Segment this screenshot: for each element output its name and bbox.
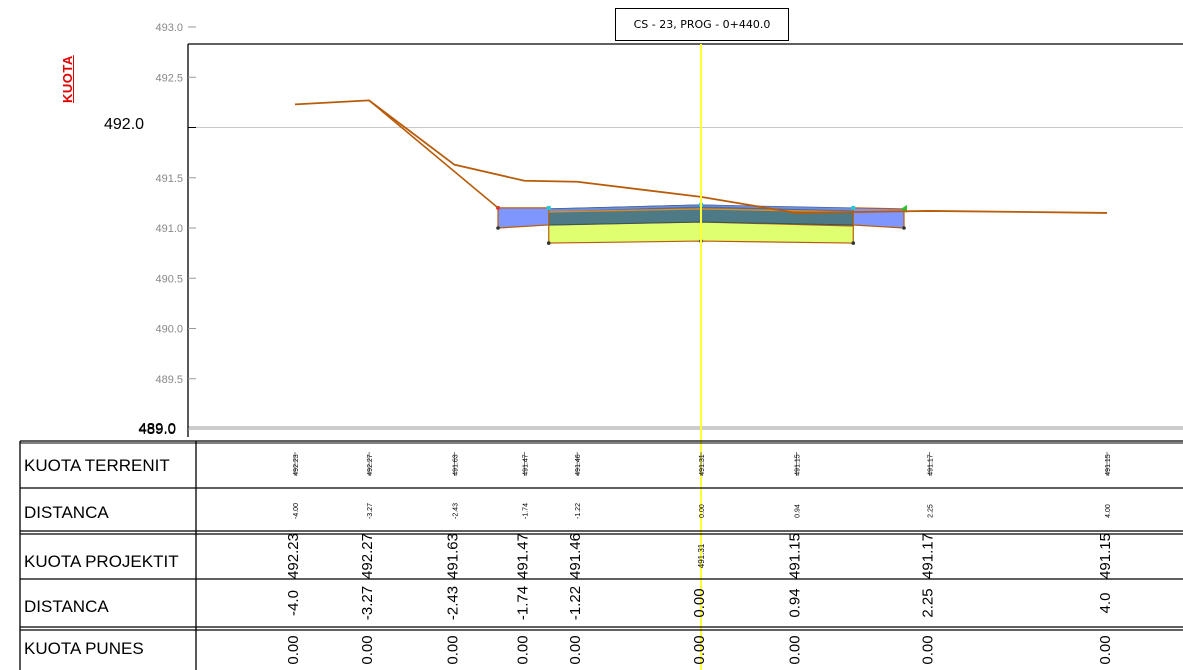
- terrain-line: [294, 99, 1108, 214]
- distanca-2-value: -4.0: [285, 590, 302, 616]
- vertex-dot: [851, 241, 856, 245]
- vertex-dot: [496, 226, 500, 230]
- y-tick-label: 490.5: [155, 273, 183, 285]
- distanca-1-value: 2.25: [927, 504, 934, 518]
- distanca-1-value: -2.43: [452, 503, 459, 519]
- section-title: CS - 23, PROG - 0+440.0: [615, 8, 789, 41]
- distanca-1-value: -4.00: [293, 503, 300, 519]
- row-label-kuota-projektit: KUOTA PROJEKTIT: [24, 552, 179, 571]
- vertex-dot: [902, 226, 906, 230]
- y-tick-label: 491.5: [155, 173, 183, 185]
- distanca-2-value: 0.00: [691, 588, 708, 617]
- kuota-punes-value: 0.00: [444, 635, 461, 664]
- kuota-terrenit-value: 491.31: [699, 454, 706, 476]
- kuota-projektit-value: 491.17: [919, 533, 936, 579]
- kuota-punes-value: 0.00: [786, 635, 803, 664]
- left-shoulder: [497, 207, 550, 229]
- cut-slope-line: [368, 99, 499, 209]
- kuota-punes-value: 0.00: [691, 635, 708, 664]
- distanca-1-value: -1.22: [575, 503, 582, 519]
- kuota-terrenit-value: 491.47: [522, 454, 529, 476]
- data-table-grid: [19, 440, 1183, 670]
- kuota-terrenit-value: 491.63: [452, 454, 459, 476]
- y-tick-label: 491.0: [155, 223, 183, 235]
- kuota-terrenit-value: 491.15: [1105, 454, 1112, 476]
- y-axis-ticks: 493.0 492.5 491.5 491.0 490.5 490.0 489.5 489.0…: [138, 22, 196, 438]
- row-label-kuota-terrenit: KUOTA TERRENIT: [24, 456, 170, 475]
- row-label-kuota-punes: KUOTA PUNES: [24, 639, 144, 658]
- kuota-projektit-value: 491.15: [1097, 533, 1114, 579]
- kuota-punes-value: 0.00: [1097, 635, 1114, 664]
- distanca-2-value: -2.43: [444, 586, 461, 620]
- cyan-marker: [546, 205, 551, 210]
- kuota-projektit-value: 491.47: [514, 533, 531, 579]
- distanca-2-value: -3.27: [359, 586, 376, 620]
- distanca-1-value: -1.74: [522, 503, 529, 519]
- plot-frame: [187, 43, 1183, 437]
- terrain-lines: [294, 44, 1108, 670]
- kuota-punes-value: 0.00: [285, 635, 302, 664]
- kuota-projektit-value: 491.31: [697, 543, 706, 568]
- kuota-punes-value: 0.00: [359, 635, 376, 664]
- kuota-projektit-value: 492.27: [359, 533, 376, 579]
- distanca-2-value: 4.0: [1097, 593, 1114, 614]
- cyan-marker: [851, 205, 856, 210]
- kuota-terrenit-value: 491.46: [575, 454, 582, 476]
- y-axis-label: KUOTA: [60, 55, 75, 103]
- y-tick-label: 490.0: [155, 324, 183, 336]
- distanca-1-value: -3.27: [367, 503, 374, 519]
- kuota-projektit-value: 491.63: [444, 533, 461, 579]
- distanca-1-value: 4.00: [1105, 504, 1112, 518]
- distanca-2-value: 0.94: [786, 588, 803, 617]
- kuota-terrenit-value: 491.17: [927, 454, 934, 476]
- row-label-distanca-2: DISTANCA: [24, 597, 109, 616]
- kuota-projektit-value: 491.46: [567, 533, 584, 579]
- kuota-punes-value: 0.00: [919, 635, 936, 664]
- grid-lines: [188, 127, 1183, 430]
- distanca-2-value: -1.74: [514, 586, 531, 620]
- kuota-punes-value: 0.00: [567, 635, 584, 664]
- y-tick-label: 489.5: [155, 374, 183, 386]
- y-tick-label: 489.0: [138, 420, 176, 437]
- distanca-2-value: -1.22: [567, 586, 584, 620]
- distanca-1-value: 0.94: [794, 504, 801, 518]
- y-tick-label-overlap: 489.0: [138, 421, 176, 438]
- distanca-1-value: 0.00: [699, 504, 706, 518]
- y-tick-label: 493.0: [155, 22, 183, 34]
- vertex-dot: [546, 241, 551, 245]
- kuota-terrenit-value: 492.27: [367, 454, 374, 476]
- distanca-2-value: 2.25: [919, 588, 936, 617]
- kuota-punes-value: 0.00: [514, 635, 531, 664]
- kuota-terrenit-value: 492.23: [293, 454, 300, 476]
- kuota-projektit-value: 492.23: [285, 533, 302, 579]
- row-label-distanca-1: DISTANCA: [24, 503, 109, 522]
- kuota-projektit-value: 491.15: [786, 533, 803, 579]
- data-table-values: 492.23 -4.00 492.23 -4.0 0.00 492.27 -3.27 492.…: [285, 452, 1114, 665]
- y-axis-major-tick: 492.0: [104, 116, 145, 133]
- y-tick-label: 492.5: [155, 72, 183, 84]
- kuota-terrenit-value: 491.15: [794, 454, 801, 476]
